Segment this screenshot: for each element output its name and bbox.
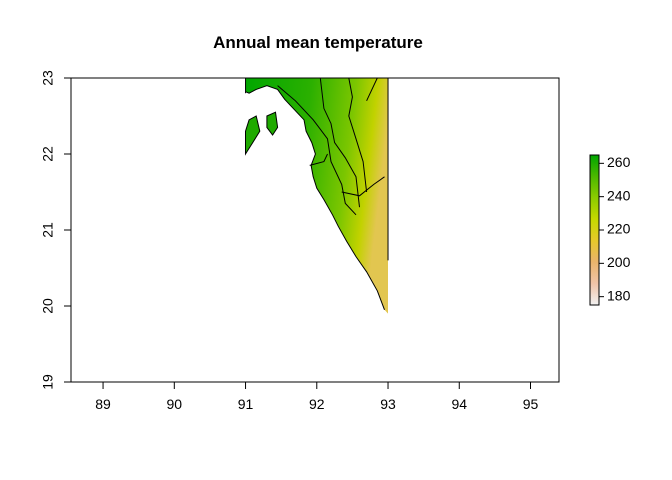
admin-boundary	[277, 85, 357, 216]
x-tick-label: 92	[309, 396, 325, 412]
colorbar-tick-label: 220	[607, 221, 631, 237]
x-tick-label: 95	[523, 396, 539, 412]
colorbar-tick-label: 200	[607, 254, 631, 270]
x-tick-label: 93	[380, 396, 396, 412]
admin-boundary	[309, 153, 328, 166]
x-tick-label: 89	[95, 396, 111, 412]
temperature-raster	[245, 78, 388, 314]
admin-boundary	[319, 78, 360, 208]
x-axis: 89 90 91 92 93 94 95	[95, 381, 539, 412]
colorbar-gradient	[589, 154, 600, 306]
island-raster	[266, 111, 279, 136]
y-axis: 19 20 21 22 23	[40, 70, 72, 390]
colorbar-legend: 180 200 220 240 260	[589, 154, 631, 306]
admin-boundary	[366, 78, 378, 102]
colorbar-tick-label: 180	[607, 287, 631, 303]
x-tick-label: 90	[167, 396, 183, 412]
y-tick-label: 22	[40, 146, 56, 162]
island-raster	[245, 115, 261, 156]
coastline	[245, 85, 385, 310]
y-tick-label: 23	[40, 70, 56, 86]
chart-title: Annual mean temperature	[213, 33, 423, 52]
colorbar-tick-label: 260	[607, 154, 631, 170]
colorbar-tick-label: 240	[607, 187, 631, 203]
x-tick-label: 91	[238, 396, 254, 412]
land-raster	[245, 78, 388, 314]
admin-boundary	[348, 78, 368, 193]
admin-boundary	[341, 176, 385, 197]
admin-boundaries	[245, 78, 389, 310]
y-tick-label: 20	[40, 298, 56, 314]
x-tick-label: 94	[451, 396, 467, 412]
y-tick-label: 21	[40, 222, 56, 238]
y-tick-label: 19	[40, 374, 56, 390]
